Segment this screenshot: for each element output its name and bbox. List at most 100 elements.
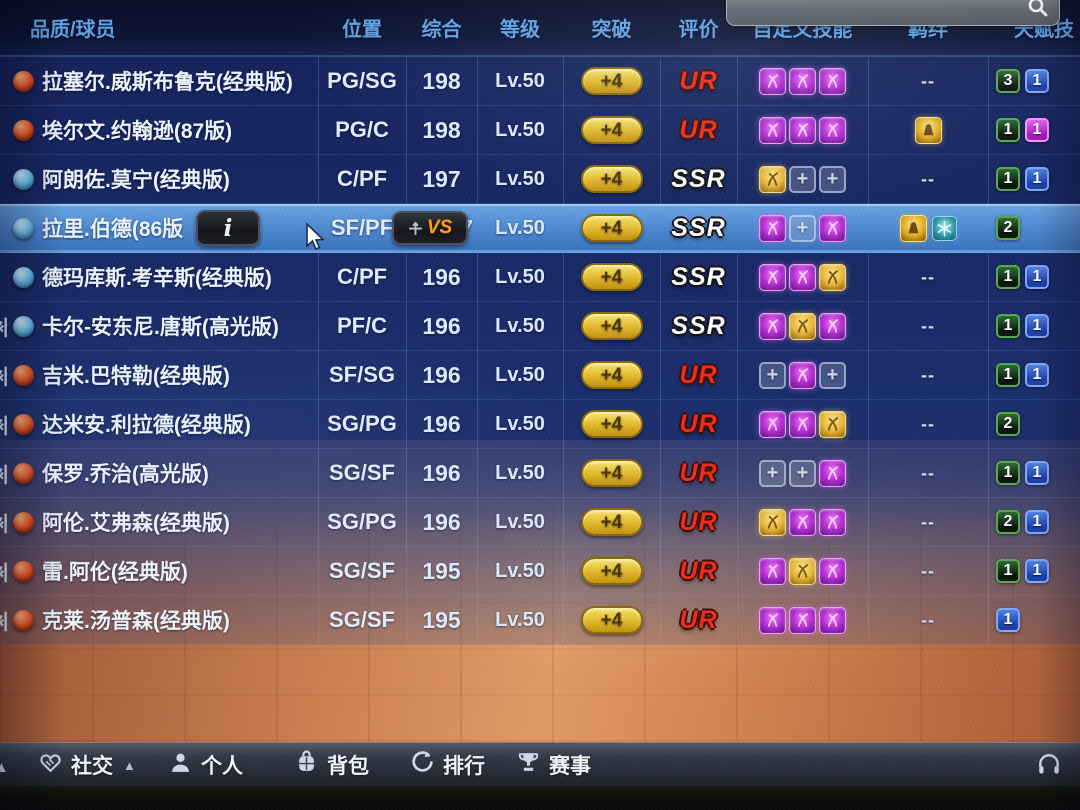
- nav-item-social[interactable]: 社交 ▲: [38, 743, 136, 787]
- breakthrough-cell: +4: [563, 410, 660, 438]
- nav-item-backpack[interactable]: 背包: [294, 743, 369, 787]
- bond-cell: --: [868, 561, 988, 582]
- rating-cell: SSR: [660, 214, 737, 243]
- rating-cell: UR: [660, 459, 737, 488]
- nav-label: 社交: [71, 755, 113, 778]
- level-cell: Lv.50: [495, 314, 545, 337]
- quality-dot-blue: [13, 217, 34, 239]
- skills-cell: + +: [737, 165, 868, 193]
- bench-marker: 补: [0, 459, 7, 488]
- player-row[interactable]: 补 克莱.汤普森(经典版) SG/SF 195 Lv.50 +4 UR -- 1: [0, 596, 1080, 645]
- nav-item-events[interactable]: 赛事: [516, 743, 591, 787]
- nav-label: 赛事: [549, 755, 591, 778]
- bench-marker: 补: [0, 508, 7, 537]
- grid-line: [477, 14, 478, 643]
- level-cell: Lv.50: [495, 118, 545, 141]
- overall-cell: 196: [422, 312, 461, 339]
- rating-cell: SSR: [660, 263, 737, 292]
- info-button[interactable]: i: [196, 210, 260, 246]
- position-cell: SG/PG: [327, 509, 397, 534]
- nav-item-personal[interactable]: 个人: [168, 743, 243, 787]
- bond-icon-gold: [914, 116, 942, 144]
- rating-badge: SSR: [671, 262, 726, 291]
- talent-badge: 3: [996, 69, 1020, 93]
- bond-empty: --: [921, 560, 935, 581]
- player-row[interactable]: 补 吉米.巴特勒(经典版) SF/SG 196 Lv.50 +4 UR ++ -…: [0, 351, 1080, 400]
- player-row[interactable]: 拉里.伯德(86版 i SF/PF 7 VS Lv.50 +4 SSR + 2: [0, 204, 1080, 253]
- purple-skill-icon: [819, 67, 846, 95]
- handshake-icon: [38, 750, 63, 780]
- talent-badge: 1: [996, 363, 1020, 387]
- player-row[interactable]: 补 达米安.利拉德(经典版) SG/PG 196 Lv.50 +4 UR -- …: [0, 400, 1080, 449]
- purple-skill-icon: [759, 214, 786, 242]
- quality-dot-red: [13, 609, 34, 631]
- breakthrough-cell: +4: [563, 165, 660, 193]
- player-row[interactable]: 德玛库斯.考辛斯(经典版) C/PF 196 Lv.50 +4 SSR -- 1…: [0, 253, 1080, 302]
- player-row[interactable]: 补 阿伦.艾弗森(经典版) SG/PG 196 Lv.50 +4 UR -- 2…: [0, 498, 1080, 547]
- breakthrough-cell: +4: [563, 459, 660, 487]
- talent-badge: 2: [996, 216, 1020, 240]
- gold-skill-icon: [759, 508, 786, 536]
- player-name: 拉里.伯德(86版: [42, 218, 184, 241]
- search-input[interactable]: [726, 0, 1060, 26]
- quality-dot-red: [13, 462, 34, 484]
- gold-skill-icon: [819, 263, 846, 291]
- grid-line: [868, 14, 869, 643]
- purple-skill-icon: [789, 116, 816, 144]
- purple-skill-icon: [819, 508, 846, 536]
- skills-cell: [737, 508, 868, 536]
- position-cell: SG/PG: [327, 411, 397, 436]
- skills-cell: + +: [737, 361, 868, 389]
- overall-cell: 197: [422, 165, 461, 192]
- purple-skill-icon: [759, 410, 786, 438]
- bond-cell: [868, 214, 988, 242]
- quality-dot-red: [13, 413, 34, 435]
- bond-cell: --: [868, 463, 988, 484]
- rating-badge: SSR: [671, 164, 726, 193]
- player-row[interactable]: 阿朗佐.莫宁(经典版) C/PF 197 Lv.50 +4 SSR + + -- …: [0, 155, 1080, 204]
- gold-skill-icon: [759, 165, 786, 193]
- column-header-level: 等级: [500, 19, 540, 41]
- bond-empty: --: [921, 266, 935, 287]
- headset-icon[interactable]: [1036, 752, 1062, 783]
- purple-skill-icon: [789, 508, 816, 536]
- talent-badge: 1: [1025, 559, 1049, 583]
- quality-dot-blue: [13, 315, 34, 337]
- breakthrough-pill: +4: [580, 459, 643, 487]
- purple-skill-icon: [789, 67, 816, 95]
- monitor-bezel: [0, 786, 1080, 810]
- player-row[interactable]: 补 保罗.乔治(高光版) SG/SF 196 Lv.50 +4 UR ++ --…: [0, 449, 1080, 498]
- level-cell: Lv.50: [495, 461, 545, 484]
- bond-icon-gold: [899, 214, 927, 242]
- bond-cell: --: [868, 512, 988, 533]
- bond-empty: --: [921, 609, 935, 630]
- empty-skill-slot: +: [819, 165, 846, 193]
- purple-skill-icon: [759, 606, 786, 634]
- purple-skill-icon: [789, 410, 816, 438]
- purple-skill-icon: [789, 606, 816, 634]
- grid-line: [660, 14, 661, 643]
- nav-item-ranking[interactable]: 排行: [410, 743, 485, 787]
- talent-badge: 1: [1025, 510, 1049, 534]
- level-cell: Lv.50: [495, 167, 545, 190]
- vs-button[interactable]: VS: [392, 211, 468, 245]
- empty-skill-slot: +: [759, 361, 786, 389]
- talent-badge: 1: [996, 314, 1020, 338]
- overall-cell: 196: [422, 263, 461, 290]
- rating-cell: UR: [660, 67, 737, 96]
- player-row[interactable]: 补 卡尔-安东尼.唐斯(高光版) PF/C 196 Lv.50 +4 SSR -…: [0, 302, 1080, 351]
- player-row[interactable]: 拉塞尔.威斯布鲁克(经典版) PG/SG 198 Lv.50 +4 UR -- …: [0, 57, 1080, 106]
- column-header-overall: 综合: [421, 19, 462, 41]
- player-row[interactable]: 补 雷.阿伦(经典版) SG/SF 195 Lv.50 +4 UR -- 11: [0, 547, 1080, 596]
- talent-badge: 2: [996, 412, 1020, 436]
- position-cell: PG/C: [335, 117, 389, 142]
- breakthrough-cell: +4: [563, 606, 660, 634]
- quality-dot-red: [13, 119, 34, 141]
